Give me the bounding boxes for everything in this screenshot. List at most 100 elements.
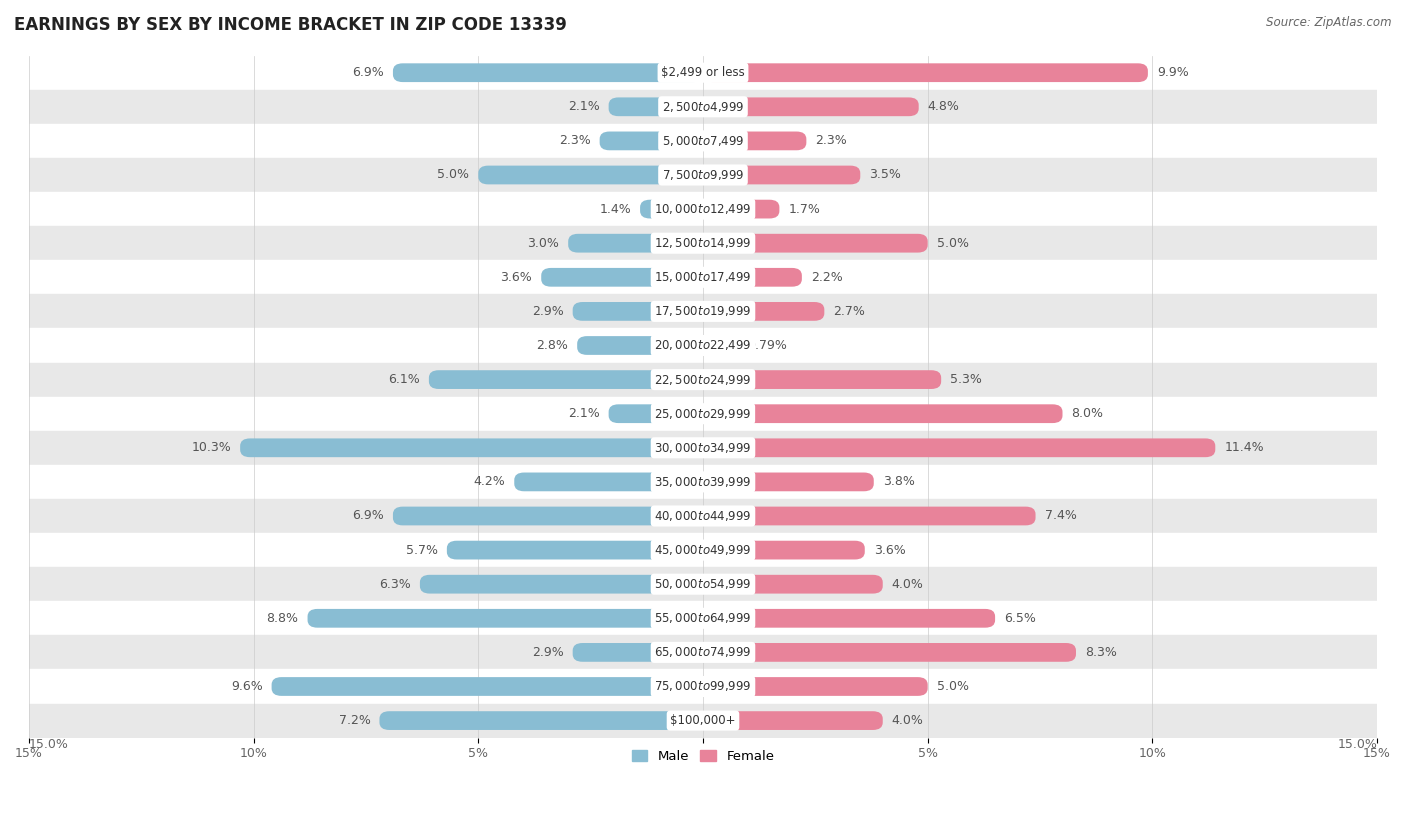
Bar xyxy=(30,328,1376,363)
Text: $10,000 to $12,499: $10,000 to $12,499 xyxy=(654,202,752,216)
Text: 2.7%: 2.7% xyxy=(834,305,865,318)
Text: 0.79%: 0.79% xyxy=(748,339,787,352)
Text: 8.0%: 8.0% xyxy=(1071,407,1104,420)
Text: $15,000 to $17,499: $15,000 to $17,499 xyxy=(654,270,752,285)
Text: 15.0%: 15.0% xyxy=(30,737,69,750)
Bar xyxy=(30,669,1376,703)
FancyBboxPatch shape xyxy=(380,711,703,730)
Text: $50,000 to $54,999: $50,000 to $54,999 xyxy=(654,577,752,591)
FancyBboxPatch shape xyxy=(703,541,865,559)
Text: $30,000 to $34,999: $30,000 to $34,999 xyxy=(654,441,752,454)
FancyBboxPatch shape xyxy=(703,132,807,150)
Text: 4.0%: 4.0% xyxy=(891,578,924,591)
Bar xyxy=(30,397,1376,431)
Text: 7.4%: 7.4% xyxy=(1045,510,1077,523)
Bar xyxy=(30,602,1376,635)
FancyBboxPatch shape xyxy=(609,98,703,116)
Text: 1.7%: 1.7% xyxy=(789,202,820,215)
FancyBboxPatch shape xyxy=(703,438,1215,457)
FancyBboxPatch shape xyxy=(703,404,1063,423)
FancyBboxPatch shape xyxy=(240,438,703,457)
FancyBboxPatch shape xyxy=(703,472,873,491)
Bar xyxy=(30,635,1376,669)
Text: 2.2%: 2.2% xyxy=(811,271,842,284)
Text: $2,500 to $4,999: $2,500 to $4,999 xyxy=(662,100,744,114)
Text: $65,000 to $74,999: $65,000 to $74,999 xyxy=(654,646,752,659)
Text: $55,000 to $64,999: $55,000 to $64,999 xyxy=(654,611,752,625)
FancyBboxPatch shape xyxy=(703,234,928,253)
FancyBboxPatch shape xyxy=(703,370,941,389)
Text: EARNINGS BY SEX BY INCOME BRACKET IN ZIP CODE 13339: EARNINGS BY SEX BY INCOME BRACKET IN ZIP… xyxy=(14,16,567,34)
FancyBboxPatch shape xyxy=(420,575,703,593)
Text: 11.4%: 11.4% xyxy=(1225,441,1264,454)
FancyBboxPatch shape xyxy=(572,302,703,321)
Text: 8.3%: 8.3% xyxy=(1085,646,1116,659)
Text: $100,000+: $100,000+ xyxy=(671,714,735,727)
Text: 6.9%: 6.9% xyxy=(352,66,384,79)
FancyBboxPatch shape xyxy=(703,63,1147,82)
Bar xyxy=(30,124,1376,158)
Bar xyxy=(30,158,1376,192)
Text: $5,000 to $7,499: $5,000 to $7,499 xyxy=(662,134,744,148)
Bar xyxy=(30,567,1376,602)
Bar xyxy=(30,294,1376,328)
Bar xyxy=(30,260,1376,294)
FancyBboxPatch shape xyxy=(599,132,703,150)
FancyBboxPatch shape xyxy=(640,200,703,219)
Bar xyxy=(30,55,1376,89)
FancyBboxPatch shape xyxy=(703,302,824,321)
Text: 3.5%: 3.5% xyxy=(869,168,901,181)
Text: 5.7%: 5.7% xyxy=(406,544,437,557)
Text: $7,500 to $9,999: $7,500 to $9,999 xyxy=(662,168,744,182)
FancyBboxPatch shape xyxy=(703,575,883,593)
Text: 4.2%: 4.2% xyxy=(474,476,505,489)
Text: 4.8%: 4.8% xyxy=(928,100,959,113)
Bar xyxy=(30,465,1376,499)
FancyBboxPatch shape xyxy=(703,711,883,730)
Text: 6.1%: 6.1% xyxy=(388,373,420,386)
FancyBboxPatch shape xyxy=(429,370,703,389)
Bar xyxy=(30,192,1376,226)
FancyBboxPatch shape xyxy=(703,643,1076,662)
Text: 5.0%: 5.0% xyxy=(437,168,470,181)
Text: 2.1%: 2.1% xyxy=(568,407,599,420)
FancyBboxPatch shape xyxy=(392,63,703,82)
Bar xyxy=(30,533,1376,567)
Bar xyxy=(30,431,1376,465)
Text: $45,000 to $49,999: $45,000 to $49,999 xyxy=(654,543,752,557)
Text: 4.0%: 4.0% xyxy=(891,714,924,727)
FancyBboxPatch shape xyxy=(703,506,1036,525)
Text: 5.0%: 5.0% xyxy=(936,680,969,693)
Text: 9.6%: 9.6% xyxy=(231,680,263,693)
Bar xyxy=(30,703,1376,737)
FancyBboxPatch shape xyxy=(703,609,995,628)
Text: 3.6%: 3.6% xyxy=(501,271,533,284)
FancyBboxPatch shape xyxy=(703,200,779,219)
Text: 2.9%: 2.9% xyxy=(531,305,564,318)
Text: 6.5%: 6.5% xyxy=(1004,612,1036,625)
FancyBboxPatch shape xyxy=(308,609,703,628)
FancyBboxPatch shape xyxy=(703,336,738,355)
Bar xyxy=(30,226,1376,260)
Text: $20,000 to $22,499: $20,000 to $22,499 xyxy=(654,338,752,353)
Text: $12,500 to $14,999: $12,500 to $14,999 xyxy=(654,237,752,250)
Bar xyxy=(30,499,1376,533)
FancyBboxPatch shape xyxy=(515,472,703,491)
FancyBboxPatch shape xyxy=(568,234,703,253)
Text: 1.4%: 1.4% xyxy=(599,202,631,215)
Text: 8.8%: 8.8% xyxy=(267,612,298,625)
Text: 2.9%: 2.9% xyxy=(531,646,564,659)
FancyBboxPatch shape xyxy=(578,336,703,355)
FancyBboxPatch shape xyxy=(271,677,703,696)
Text: 15.0%: 15.0% xyxy=(1337,737,1376,750)
Bar xyxy=(30,89,1376,124)
FancyBboxPatch shape xyxy=(572,643,703,662)
Legend: Male, Female: Male, Female xyxy=(626,745,780,768)
Text: 7.2%: 7.2% xyxy=(339,714,370,727)
FancyBboxPatch shape xyxy=(703,166,860,185)
Text: 2.1%: 2.1% xyxy=(568,100,599,113)
Text: 6.9%: 6.9% xyxy=(352,510,384,523)
Text: $22,500 to $24,999: $22,500 to $24,999 xyxy=(654,372,752,387)
FancyBboxPatch shape xyxy=(541,268,703,287)
Text: 3.8%: 3.8% xyxy=(883,476,915,489)
